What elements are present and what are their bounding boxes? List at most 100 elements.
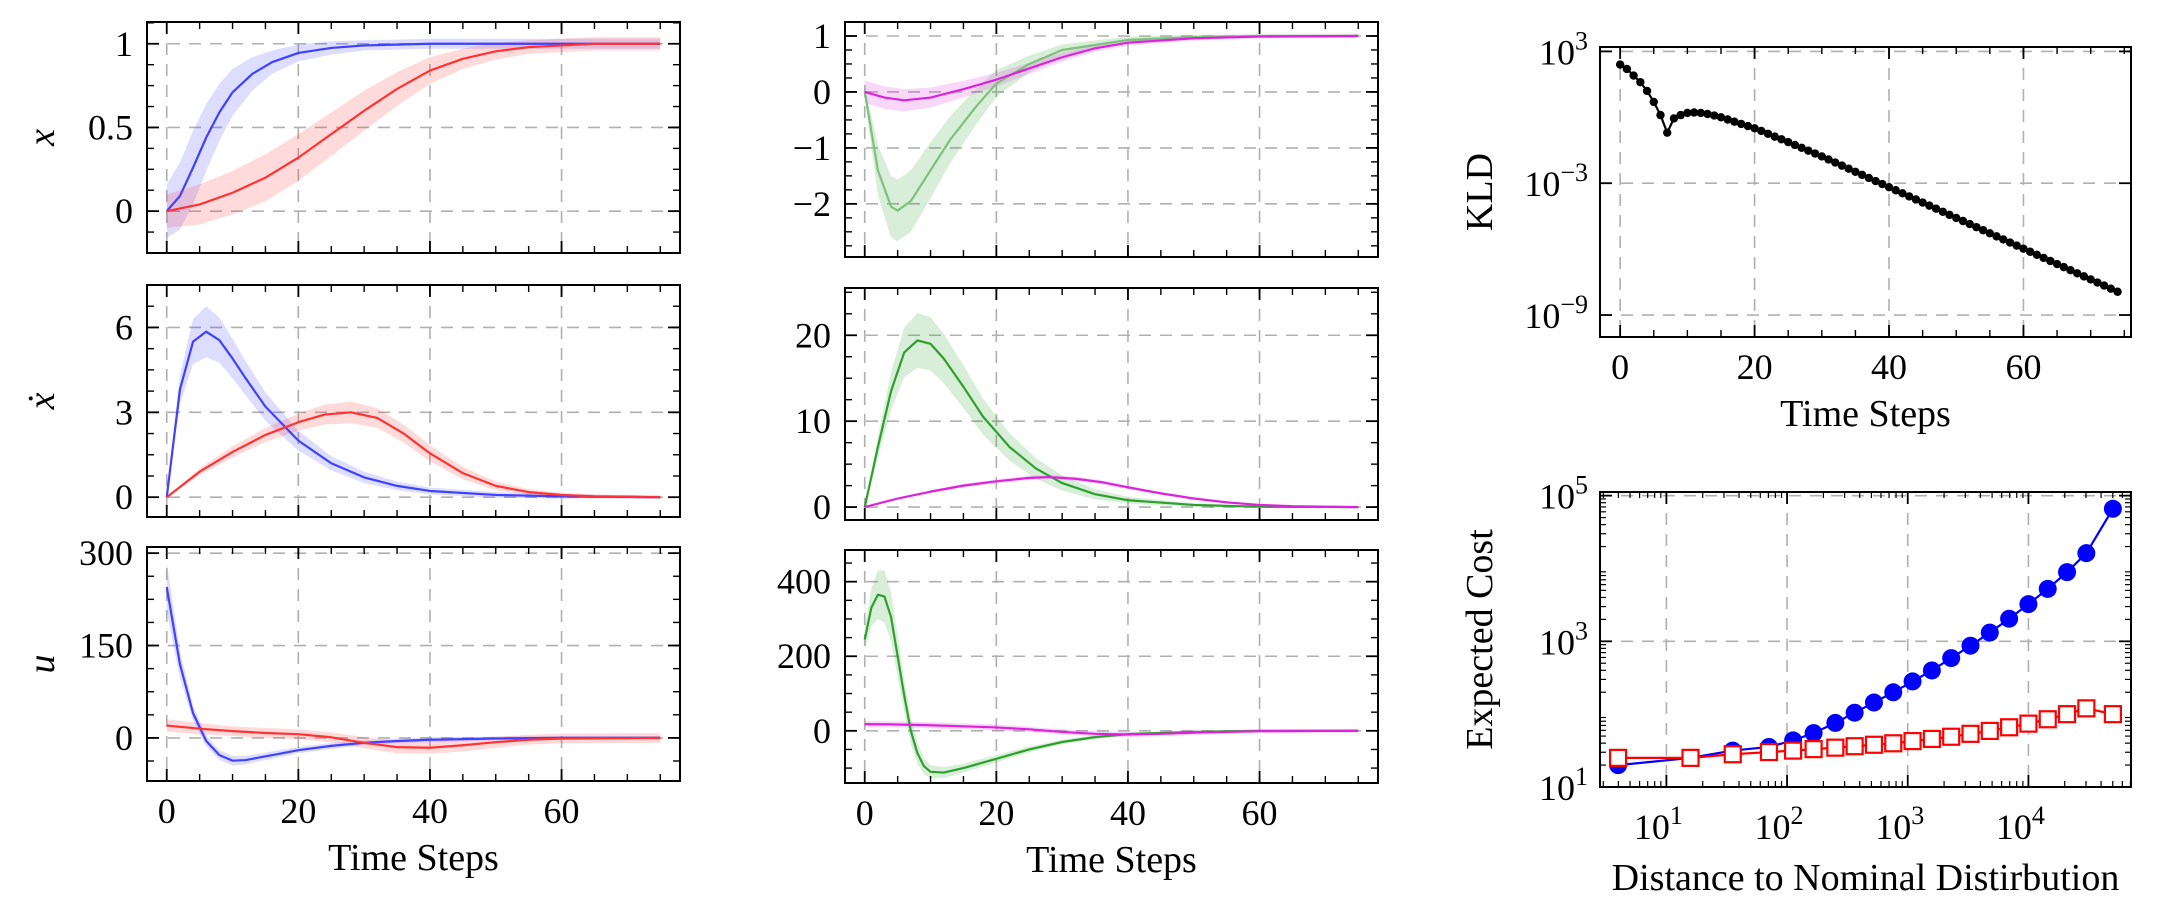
data-point [1777,135,1786,144]
x-tick-label: 60 [544,791,580,831]
series-line-1 [864,34,1359,102]
confidence-band-series-1 [166,37,661,228]
series-line-1 [864,475,1359,509]
y-tick-label: 400 [777,562,831,602]
x-tick-label: 20 [280,791,316,831]
data-point [2019,595,2038,614]
x-tick-label: 40 [412,791,448,831]
data-point [1797,143,1806,153]
data-point [1884,182,1894,192]
data-point [1864,173,1874,183]
x-axis-label: Distance to Nominal Distirbution [1612,857,2120,899]
confidence-band-series-1 [166,719,661,754]
chart-p4: −2 −1 0 1 [793,16,1379,258]
y-tick-label: 10−9 [1524,290,1588,336]
data-point [1609,748,1628,767]
data-point [1961,724,1980,743]
y-tick-label: 0 [115,477,133,517]
plot-area [863,34,1359,242]
data-point [1904,192,1914,201]
data-point [2059,262,2068,272]
data-point [1750,124,1759,133]
data-point [1884,683,1903,702]
x-tick-label: 104 [1996,801,2045,847]
y-tick-label: 6 [115,307,133,347]
series-line-0 [165,586,661,762]
data-point [1903,732,1922,751]
y-tick-label: 0.5 [88,107,133,147]
axes-frame [844,549,1379,784]
confidence-band-series-1 [864,34,1359,112]
data-point [1759,742,1779,762]
y-tick-label: −2 [793,184,831,224]
data-point [1942,649,1961,668]
x-tick-label: 101 [1634,801,1683,847]
data-point [1615,60,1625,69]
data-point [1663,128,1672,137]
data-point [2099,281,2109,290]
x-tick-label: 0 [1611,347,1629,387]
y-axis-label: x [21,129,63,147]
data-point [1681,748,1700,767]
data-point [1891,186,1900,195]
data-point [1985,229,1995,238]
x-tick-label: 0 [856,793,874,833]
confidence-band-series-0 [166,306,661,499]
data-point [1669,114,1679,123]
data-point [1736,119,1746,129]
data-point [2038,579,2057,598]
data-point [1903,672,1922,691]
x-tick-label: 102 [1755,801,1804,847]
data-point [1770,132,1779,141]
data-point [2019,244,2028,253]
data-point [1649,97,1658,107]
data-point [2077,699,2096,718]
y-axis-label: Expected Cost [1459,529,1501,750]
data-point [1642,86,1652,96]
data-point [1965,219,1974,229]
data-point [1864,693,1883,712]
data-point [2000,718,2019,737]
axes-frame [146,284,681,518]
data-point [2012,241,2021,250]
data-point [2025,247,2035,256]
data-point [1918,198,1927,207]
data-point [1804,724,1823,743]
chart-p7: 0 20 40 60 10−9 10−3 103 Time Steps KLD [1459,26,2132,435]
plot-area [863,312,1359,509]
x-axis-label: Time Steps [328,837,499,879]
y-tick-label: 1 [115,24,133,64]
data-point [1931,204,1941,213]
data-point [1683,108,1692,118]
data-point [1980,623,1999,642]
data-point [1958,216,1968,226]
x-tick-label: 40 [1871,347,1907,387]
y-tick-label: 150 [79,626,133,666]
data-point [1676,110,1685,120]
y-tick-label: 105 [1539,471,1588,517]
y-tick-label: 0 [813,711,831,751]
plot-area [165,306,661,499]
data-point [1911,195,1921,204]
y-tick-label: 0 [813,487,831,527]
data-point [1629,71,1638,80]
y-tick-label: 101 [1539,762,1588,808]
x-tick-label: 20 [1737,347,1773,387]
axes-frame [844,21,1379,258]
y-tick-label: −1 [793,128,831,168]
y-tick-label: 200 [777,636,831,676]
plot-area [165,37,661,238]
data-point [2039,253,2048,263]
data-point [1757,126,1766,136]
axes-frame [1599,491,2132,788]
series-line-1 [166,724,661,749]
chart-p5: 0 10 20 [795,287,1379,527]
data-point [1922,661,1941,680]
data-point [1938,207,1947,216]
data-point [2079,272,2089,281]
data-point [1656,110,1665,120]
axes-frame [1599,46,2132,338]
data-point [1790,140,1800,150]
data-point [1851,167,1860,176]
